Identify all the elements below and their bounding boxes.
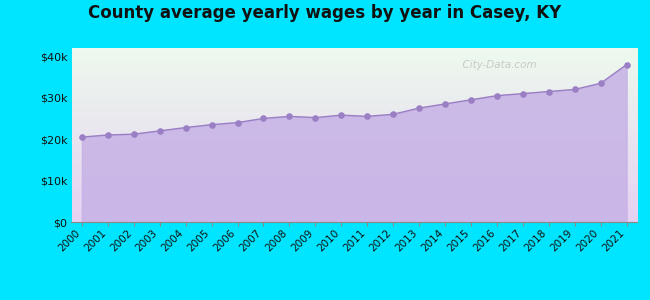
Point: [491, 93, 502, 98]
Point: [543, 89, 554, 94]
Point: [232, 120, 242, 125]
Point: [310, 115, 320, 120]
Point: [129, 132, 139, 136]
Point: [181, 125, 191, 130]
Point: [466, 98, 476, 102]
Point: [258, 116, 268, 121]
Text: City-Data.com: City-Data.com: [456, 60, 537, 70]
Point: [284, 114, 294, 119]
Point: [517, 91, 528, 96]
Point: [103, 133, 113, 137]
Text: County average yearly wages by year in Casey, KY: County average yearly wages by year in C…: [88, 4, 562, 22]
Point: [621, 62, 632, 67]
Point: [388, 112, 398, 117]
Point: [362, 114, 372, 119]
Point: [440, 101, 450, 106]
Point: [569, 87, 580, 92]
Point: [77, 135, 87, 140]
Point: [336, 113, 346, 118]
Point: [595, 81, 606, 85]
Point: [207, 122, 217, 127]
Point: [414, 106, 424, 110]
Point: [155, 128, 165, 133]
